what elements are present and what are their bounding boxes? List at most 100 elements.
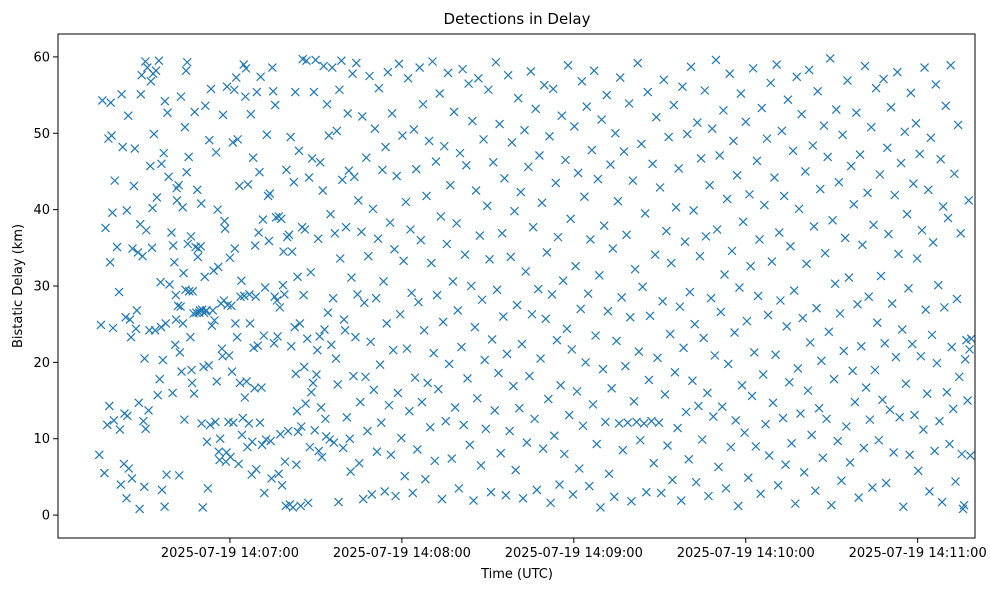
- data-point: [260, 283, 270, 292]
- data-point: [137, 70, 147, 80]
- data-point: [690, 319, 700, 329]
- data-point: [620, 361, 630, 371]
- data-point: [864, 292, 874, 302]
- data-point: [249, 343, 259, 353]
- data-point: [665, 329, 675, 339]
- data-point: [769, 173, 779, 182]
- data-point: [387, 108, 397, 118]
- data-point: [647, 416, 656, 426]
- data-point: [431, 157, 441, 166]
- data-point: [618, 445, 628, 455]
- data-point: [315, 331, 325, 341]
- data-point: [259, 331, 269, 341]
- data-point: [788, 146, 798, 156]
- data-point: [742, 316, 752, 326]
- data-point: [526, 66, 536, 76]
- data-point: [508, 381, 518, 391]
- data-point: [257, 440, 267, 450]
- data-point: [212, 377, 222, 386]
- data-point: [208, 306, 218, 315]
- data-point: [196, 241, 206, 251]
- data-point: [106, 98, 116, 108]
- data-point: [141, 225, 151, 235]
- data-point: [179, 415, 189, 425]
- data-point: [273, 331, 282, 341]
- data-point: [559, 449, 569, 459]
- data-point: [219, 296, 229, 305]
- data-point: [792, 72, 802, 82]
- data-point: [637, 139, 646, 149]
- data-point: [643, 87, 653, 97]
- data-point: [587, 145, 597, 155]
- data-point: [236, 276, 246, 286]
- data-point: [731, 415, 741, 425]
- data-point: [904, 283, 913, 293]
- data-point: [743, 473, 753, 483]
- data-point: [414, 297, 423, 307]
- data-point: [335, 254, 345, 263]
- data-point: [292, 406, 302, 416]
- data-point: [164, 172, 174, 182]
- data-point: [679, 343, 688, 353]
- data-point: [153, 390, 163, 400]
- data-point: [557, 111, 567, 121]
- data-point: [890, 190, 900, 200]
- data-point: [140, 57, 150, 66]
- data-point: [171, 315, 181, 325]
- data-point: [278, 280, 288, 290]
- data-point: [757, 103, 767, 113]
- data-point: [401, 197, 411, 207]
- data-point: [275, 302, 285, 312]
- data-point: [838, 130, 848, 140]
- data-point: [108, 208, 117, 218]
- data-point: [840, 233, 850, 243]
- data-point: [262, 130, 272, 140]
- data-point: [124, 464, 134, 473]
- data-point: [385, 218, 395, 228]
- data-point: [416, 235, 426, 245]
- data-point: [692, 118, 702, 128]
- data-point: [745, 189, 754, 199]
- data-point: [740, 428, 750, 438]
- data-point: [453, 306, 463, 315]
- data-point: [949, 169, 959, 179]
- data-point: [619, 147, 629, 157]
- data-point: [878, 395, 887, 405]
- data-point: [695, 251, 705, 261]
- data-point: [708, 412, 718, 422]
- data-point: [367, 490, 377, 499]
- data-point: [331, 354, 341, 363]
- y-tick-label: 20: [33, 356, 50, 371]
- data-point: [353, 289, 362, 299]
- data-point: [753, 291, 763, 301]
- data-point: [649, 458, 659, 468]
- data-point: [251, 464, 261, 474]
- data-point: [250, 241, 260, 250]
- data-point: [227, 367, 237, 376]
- data-point: [198, 503, 208, 512]
- data-point: [255, 418, 265, 428]
- data-point: [697, 435, 707, 444]
- data-point: [691, 477, 701, 487]
- data-point: [834, 177, 844, 187]
- data-point: [169, 257, 179, 267]
- data-point: [586, 234, 595, 244]
- data-point: [599, 221, 609, 231]
- data-point: [813, 86, 823, 96]
- data-point: [226, 452, 235, 462]
- data-point: [935, 416, 944, 426]
- data-point: [602, 90, 612, 100]
- data-point: [334, 85, 344, 95]
- y-tick-label: 10: [33, 432, 50, 447]
- data-point: [374, 83, 384, 93]
- data-point: [275, 429, 285, 439]
- data-point: [774, 228, 784, 237]
- data-point: [459, 420, 469, 430]
- data-point: [439, 141, 449, 151]
- data-point: [210, 417, 220, 427]
- data-point: [371, 293, 381, 303]
- data-point: [305, 442, 315, 452]
- data-point: [381, 142, 390, 152]
- data-point: [286, 132, 296, 142]
- data-point: [248, 153, 258, 163]
